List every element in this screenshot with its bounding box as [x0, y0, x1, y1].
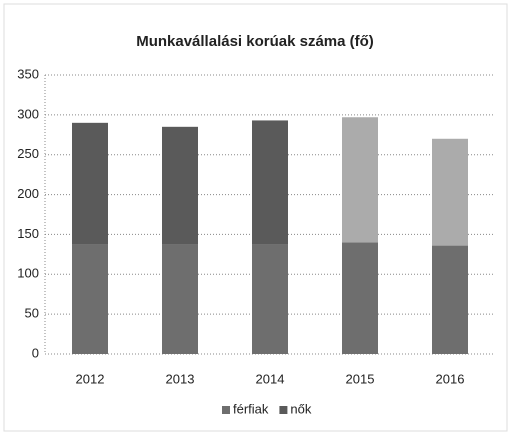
y-tick-label: 0	[32, 345, 39, 360]
bar-segment	[162, 126, 198, 245]
y-tick-label: 300	[17, 106, 39, 121]
x-tick-label: 2015	[346, 371, 375, 386]
x-tick-label: 2012	[76, 371, 105, 386]
bar-segment	[252, 244, 288, 354]
y-tick-label: 50	[25, 306, 39, 321]
legend-label: férfiak	[233, 401, 269, 416]
bar-segment	[342, 117, 378, 243]
y-tick-label: 100	[17, 266, 39, 281]
bar-segment	[72, 122, 108, 245]
x-tick-label: 2016	[436, 371, 465, 386]
bar-segment	[432, 245, 468, 354]
chart-title: Munkavállalási korúak száma (fő)	[136, 33, 374, 50]
y-tick-label: 250	[17, 146, 39, 161]
bar-segment	[252, 120, 288, 245]
legend-label: nők	[290, 401, 311, 416]
bar-segment	[432, 138, 468, 246]
y-tick-label: 150	[17, 226, 39, 241]
bar-segment	[342, 242, 378, 354]
x-tick-label: 2013	[166, 371, 195, 386]
x-tick-label: 2014	[256, 371, 285, 386]
bar-segment	[72, 244, 108, 354]
legend-swatch	[279, 406, 288, 414]
y-tick-label: 350	[17, 66, 39, 81]
y-tick-label: 200	[17, 186, 39, 201]
legend-swatch	[222, 406, 230, 414]
bar-segment	[162, 244, 198, 354]
